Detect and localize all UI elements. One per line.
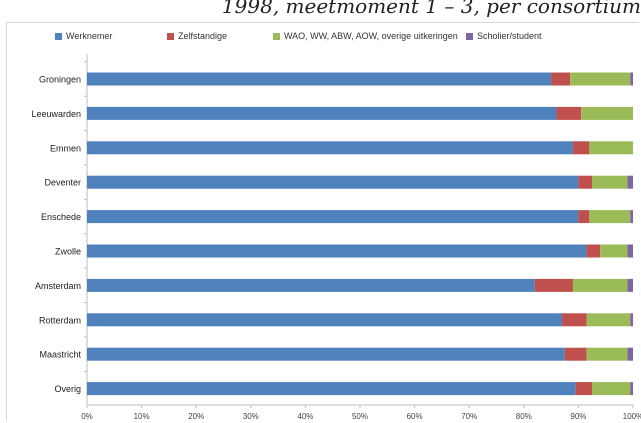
bar-segment: [630, 313, 633, 327]
bar-segment: [87, 210, 579, 224]
bar-segment: [551, 72, 571, 86]
legend-label: Scholier/student: [477, 31, 542, 41]
bar-segment: [627, 244, 633, 258]
bar-segment: [578, 175, 593, 189]
category-label: Groningen: [39, 75, 81, 85]
legend-swatch: [466, 32, 473, 40]
bar-segment: [586, 313, 631, 327]
legend-label: Werknemer: [66, 31, 113, 41]
chart-area: [6, 22, 639, 421]
bar-segment: [572, 141, 590, 155]
bar-segment: [627, 278, 633, 292]
bar-segment: [592, 382, 631, 396]
bar-segment: [556, 106, 582, 120]
x-tick-label: 70%: [461, 412, 477, 421]
legend-item: Zelfstandige: [167, 31, 227, 41]
x-tick-label: 50%: [352, 412, 368, 421]
x-tick-label: 0%: [81, 412, 93, 421]
x-tick-label: 80%: [516, 412, 532, 421]
bar-segment: [87, 141, 573, 155]
bar-segment: [87, 175, 579, 189]
bar-segment: [581, 106, 633, 120]
x-tick-label: 10%: [134, 412, 150, 421]
legend-label: Zelfstandige: [178, 31, 228, 41]
bar-segment: [87, 244, 587, 258]
x-tick-label: 60%: [407, 412, 423, 421]
bar-segment: [87, 72, 552, 86]
bar-segment: [87, 382, 576, 396]
bar-segment: [87, 278, 535, 292]
category-label: Overig: [54, 384, 81, 394]
x-tick-label: 90%: [570, 412, 586, 421]
bar-segment: [87, 106, 557, 120]
category-label: Emmen: [50, 143, 81, 153]
bar-segment: [627, 347, 633, 361]
bar-segment: [630, 382, 633, 396]
category-label: Leeuwarden: [31, 109, 81, 119]
bar-segment: [578, 210, 590, 224]
category-label: Amsterdam: [35, 281, 81, 291]
bar-segment: [589, 210, 631, 224]
bar-segment: [630, 210, 633, 224]
legend-item: WAO, WW, ABW, AOW, overige uitkeringen: [273, 31, 458, 41]
bar-segment: [572, 278, 628, 292]
category-label: Enschede: [41, 212, 81, 222]
legend-swatch: [273, 32, 280, 40]
bar-segment: [600, 244, 628, 258]
category-label: Maastricht: [39, 350, 81, 360]
category-label: Rotterdam: [39, 315, 81, 325]
x-tick-label: 100%: [623, 412, 641, 421]
bar-segment: [592, 175, 628, 189]
legend-label: WAO, WW, ABW, AOW, overige uitkeringen: [284, 31, 458, 41]
category-label: Zwolle: [55, 247, 81, 257]
category-label: Deventer: [44, 178, 81, 188]
bar-segment: [630, 72, 633, 86]
chart-title-fragment: 1998, meetmoment 1 – 3, per consortium: [221, 0, 641, 18]
legend-item: Werknemer: [55, 31, 112, 41]
bar-segment: [562, 313, 587, 327]
bar-segment: [589, 141, 633, 155]
x-tick-label: 20%: [188, 412, 204, 421]
bar-segment: [627, 175, 633, 189]
bar-segment: [87, 347, 565, 361]
x-tick-label: 30%: [243, 412, 259, 421]
bar-segment: [534, 278, 573, 292]
bar-segment: [570, 72, 631, 86]
bar-segment: [586, 347, 628, 361]
legend-item: Scholier/student: [466, 31, 542, 41]
bar-segment: [586, 244, 601, 258]
legend-swatch: [167, 32, 174, 40]
x-tick-label: 40%: [297, 412, 313, 421]
bar-segment: [575, 382, 593, 396]
bar-segment: [87, 313, 563, 327]
bar-segment: [564, 347, 587, 361]
legend-swatch: [55, 32, 62, 40]
